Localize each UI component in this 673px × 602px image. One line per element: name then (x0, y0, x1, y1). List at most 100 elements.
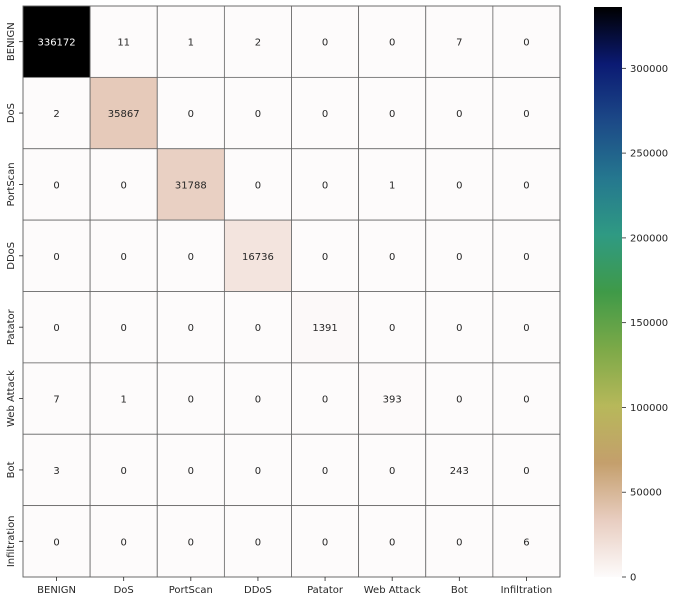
cell-value-label: 0 (523, 395, 529, 406)
cell-value-label: 0 (456, 180, 462, 191)
heatmap-cell (156, 362, 225, 435)
heatmap-cell (156, 219, 225, 292)
colorbar-tick-label: 300000 (630, 64, 668, 75)
heatmap-cell (291, 76, 360, 150)
colorbar-tick-label: 50000 (630, 488, 662, 499)
cell-value-label: 0 (523, 109, 529, 120)
heatmap-cell (492, 433, 561, 507)
colorbar-gradient (594, 7, 622, 577)
heatmap-cell (492, 505, 561, 578)
heatmap-cells (22, 5, 561, 578)
cell-value-label: 0 (121, 466, 127, 477)
cell-value-label: 0 (53, 180, 59, 191)
heatmap-cell (492, 76, 561, 150)
cell-value-label: 1391 (312, 323, 337, 334)
heatmap-cell (291, 148, 360, 221)
x-tick-label: DoS (114, 585, 134, 596)
cell-value-label: 0 (121, 180, 127, 191)
x-tick-label: DDoS (244, 585, 272, 596)
heatmap-cell (425, 433, 494, 507)
cell-value-label: 6 (523, 537, 529, 548)
heatmap-cell (358, 148, 427, 221)
cell-value-label: 3 (53, 466, 59, 477)
x-tick-label: BENIGN (37, 585, 76, 596)
heatmap-cell (22, 433, 91, 507)
cell-value-label: 11 (117, 38, 130, 49)
heatmap-cell (22, 5, 91, 78)
heatmap-cell (291, 219, 360, 292)
cell-value-label: 0 (523, 466, 529, 477)
heatmap-cell (358, 5, 427, 78)
heatmap-cell (156, 433, 225, 507)
cell-value-label: 0 (456, 323, 462, 334)
heatmap-cell (223, 76, 292, 150)
heatmap-cell (156, 505, 225, 578)
heatmap-cell (223, 5, 292, 78)
cell-value-label: 0 (188, 109, 194, 120)
cell-value-label: 0 (523, 180, 529, 191)
y-tick-label: PortScan (6, 162, 17, 206)
cell-value-label: 0 (322, 109, 328, 120)
heatmap-cell (223, 148, 292, 221)
colorbar-tick-label: 250000 (630, 149, 668, 160)
heatmap-cell (358, 362, 427, 435)
x-tick-label: Bot (451, 585, 468, 596)
heatmap-cell (358, 433, 427, 507)
y-tick-label: Bot (6, 461, 17, 478)
cell-value-label: 1 (121, 395, 127, 406)
heatmap-cell (425, 76, 494, 150)
heatmap-cell (223, 291, 292, 364)
cell-value-label: 0 (456, 252, 462, 263)
cell-value-label: 1 (389, 180, 395, 191)
y-tick-label: DDoS (6, 242, 17, 270)
heatmap-cell-labels: 336172 11 1 2 0 0 7 02 35867 0 0 0 0 0 00 0 31788 0 0 1 0 00 0… (37, 38, 529, 549)
cell-value-label: 393 (383, 395, 402, 406)
x-tick-label: PortScan (169, 585, 213, 596)
cell-value-label: 2 (53, 109, 59, 120)
heatmap-cell (291, 5, 360, 78)
heatmap-cell (492, 362, 561, 435)
cell-value-label: 0 (53, 537, 59, 548)
heatmap-cell (156, 148, 225, 221)
heatmap-border (22, 5, 561, 578)
cell-value-label: 0 (188, 395, 194, 406)
cell-value-label: 0 (121, 323, 127, 334)
heatmap-cell (425, 362, 494, 435)
heatmap-cell (291, 362, 360, 435)
heatmap-cell (358, 291, 427, 364)
heatmap-cell (223, 219, 292, 292)
heatmap-cell (156, 291, 225, 364)
cell-value-label: 0 (322, 395, 328, 406)
heatmap-cell (89, 76, 158, 150)
cell-value-label: 0 (523, 38, 529, 49)
cell-value-label: 0 (188, 466, 194, 477)
heatmap-cell (22, 219, 91, 292)
cell-value-label: 0 (389, 38, 395, 49)
heatmap-cell (89, 5, 158, 78)
cell-value-label: 0 (53, 323, 59, 334)
cell-value-label: 0 (188, 252, 194, 263)
heatmap-cell (492, 5, 561, 78)
cell-value-label: 16736 (242, 252, 274, 263)
cell-value-label: 7 (456, 38, 462, 49)
cell-value-label: 0 (389, 252, 395, 263)
cell-value-label: 0 (255, 395, 261, 406)
heatmap-cell (291, 433, 360, 507)
cell-value-label: 0 (121, 252, 127, 263)
colorbar-tick-label: 200000 (630, 233, 668, 244)
x-tick-label: Web Attack (364, 585, 421, 596)
cell-value-label: 0 (456, 537, 462, 548)
cell-value-label: 0 (53, 252, 59, 263)
cell-value-label: 2 (255, 38, 261, 49)
heatmap-cell (89, 433, 158, 507)
heatmap-cell (291, 291, 360, 364)
cell-value-label: 7 (53, 395, 59, 406)
heatmap-cell (425, 148, 494, 221)
cell-value-label: 0 (255, 323, 261, 334)
colorbar-tick-label: 0 (630, 573, 636, 584)
cell-value-label: 0 (322, 466, 328, 477)
cell-value-label: 0 (523, 323, 529, 334)
colorbar: 0 50000 100000 150000 200000 250000 300000 (594, 7, 668, 584)
heatmap-cell (89, 362, 158, 435)
